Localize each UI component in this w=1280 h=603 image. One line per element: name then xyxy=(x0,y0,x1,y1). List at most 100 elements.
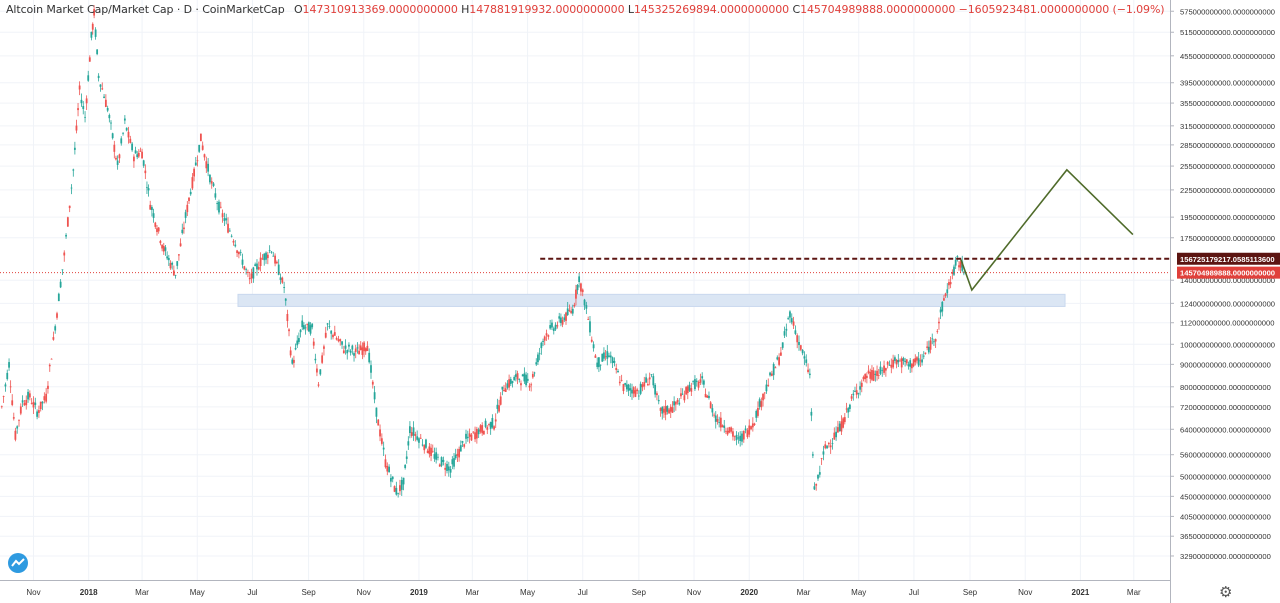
candle xyxy=(818,465,821,478)
candle-body xyxy=(604,356,607,358)
candle-body xyxy=(581,289,584,293)
candle xyxy=(864,373,867,383)
candle xyxy=(606,345,609,366)
candle-body xyxy=(312,341,315,346)
candle xyxy=(391,476,394,483)
candle-body xyxy=(618,381,621,384)
candle-body xyxy=(294,348,297,350)
candle-body xyxy=(402,477,405,485)
price-axis: 575000000000.0000000000 515000000000.0000… xyxy=(1170,7,1275,561)
candle xyxy=(664,400,667,421)
candle-body xyxy=(275,261,278,264)
candle xyxy=(115,155,117,161)
candle-body xyxy=(706,395,709,398)
candle-body xyxy=(627,384,630,391)
candle-body xyxy=(447,466,450,471)
candle xyxy=(702,379,705,388)
interval-label[interactable]: D xyxy=(183,3,193,16)
candle-body xyxy=(659,408,662,411)
candle xyxy=(767,378,770,387)
x-tick-label: Sep xyxy=(963,588,978,597)
candle xyxy=(419,433,422,439)
candle-body xyxy=(718,422,721,423)
candle xyxy=(570,306,572,315)
candle-body xyxy=(438,464,441,467)
candle xyxy=(366,341,369,352)
candle xyxy=(397,492,400,498)
candle-body xyxy=(910,363,913,369)
candle-body xyxy=(286,313,289,322)
candle-body xyxy=(552,328,555,331)
close-value: 145704989888.0000000000 xyxy=(800,3,956,16)
tradingview-logo-icon[interactable] xyxy=(8,553,28,573)
candle xyxy=(379,424,381,442)
candle xyxy=(461,440,464,448)
candle xyxy=(323,344,325,356)
candle-body xyxy=(520,383,522,386)
candle-body xyxy=(757,407,759,416)
candle xyxy=(540,341,543,355)
candle xyxy=(498,399,500,413)
candle-body xyxy=(641,384,644,388)
candle-body xyxy=(948,282,950,286)
candle-body xyxy=(261,258,264,260)
candle-body xyxy=(496,404,499,409)
candle-body xyxy=(256,263,258,270)
candle-body xyxy=(306,323,309,325)
candle xyxy=(248,271,251,285)
candle-body xyxy=(781,342,784,348)
candle xyxy=(99,84,102,92)
candle-body xyxy=(634,390,637,397)
candle-body xyxy=(944,293,947,296)
candle-body xyxy=(324,332,327,338)
y-tick-label: 140000000000.0000000000 xyxy=(1180,276,1275,285)
candle xyxy=(111,132,114,140)
candle-body xyxy=(335,337,338,340)
candle xyxy=(542,338,544,347)
candle-body xyxy=(380,438,383,444)
candle xyxy=(708,391,710,400)
candle xyxy=(631,383,633,400)
candle-body xyxy=(351,345,354,350)
resistance-price-tag-text: 156725179217.0585113600 xyxy=(1180,255,1275,264)
y-tick-label: 45000000000.0000000000 xyxy=(1180,492,1271,501)
candle xyxy=(646,378,649,386)
candle xyxy=(590,336,593,343)
candle xyxy=(189,188,192,196)
candle-body xyxy=(110,122,112,124)
candle xyxy=(737,432,740,444)
candle-body xyxy=(311,323,314,328)
candle xyxy=(183,221,185,234)
candle-body xyxy=(701,376,704,379)
candle-body xyxy=(59,281,62,288)
candle xyxy=(127,126,130,144)
candle xyxy=(810,408,813,422)
candle xyxy=(205,156,208,173)
candle-body xyxy=(277,264,280,275)
candle-body xyxy=(332,334,334,338)
candle xyxy=(453,453,455,470)
candle-body xyxy=(617,370,619,373)
candle-body xyxy=(762,393,764,401)
candle-body xyxy=(876,370,878,376)
symbol-name[interactable]: Altcoin Market Cap/Market Cap xyxy=(6,3,174,16)
grid xyxy=(0,0,1170,580)
candle xyxy=(330,330,333,340)
candle xyxy=(516,370,519,385)
candle xyxy=(699,373,702,386)
candle xyxy=(916,356,918,364)
candle xyxy=(243,265,246,271)
candle-body xyxy=(699,379,702,383)
candle xyxy=(454,448,457,460)
candle xyxy=(503,384,505,392)
gear-icon[interactable]: ⚙ xyxy=(1219,583,1233,601)
candle-body xyxy=(888,364,891,366)
source-label: CoinMarketCap xyxy=(202,3,285,16)
candle-body xyxy=(78,85,81,90)
candle-body xyxy=(780,352,782,356)
candle xyxy=(905,358,908,366)
candle xyxy=(881,367,884,377)
candle xyxy=(835,426,838,441)
candle xyxy=(543,335,546,346)
